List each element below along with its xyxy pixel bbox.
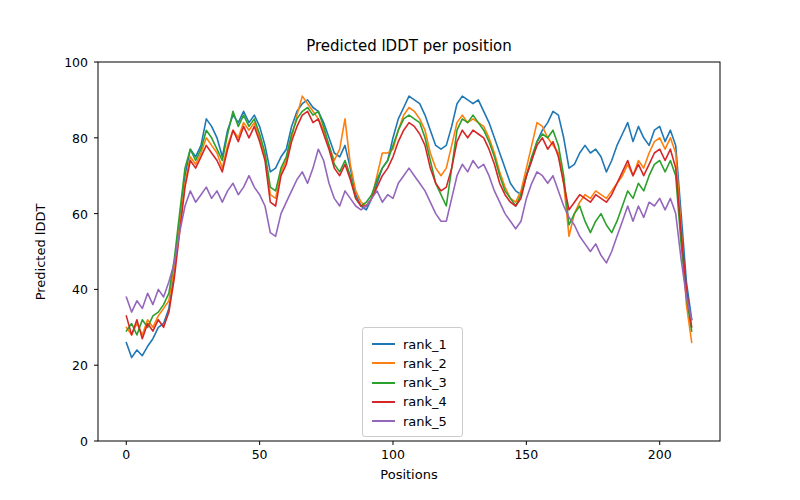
legend-item-rank-3: rank_3: [372, 374, 453, 392]
figure: Predicted lDDT per position Positions Pr…: [0, 0, 800, 500]
x-tick-label: 150: [514, 447, 538, 462]
legend-line-sample: [372, 362, 395, 364]
legend-item-rank-1: rank_1: [372, 335, 453, 353]
chart-title: Predicted lDDT per position: [98, 37, 720, 55]
legend-line-sample: [372, 401, 395, 403]
x-tick-label: 100: [381, 447, 405, 462]
legend-label: rank_5: [403, 415, 447, 428]
x-tick-label: 0: [122, 447, 130, 462]
y-tick-label: 80: [54, 130, 88, 145]
legend-label: rank_1: [403, 338, 447, 351]
y-tick-label: 100: [54, 55, 88, 70]
legend-label: rank_3: [403, 376, 447, 389]
x-tick-label: 50: [252, 447, 268, 462]
legend-item-rank-4: rank_4: [372, 393, 453, 411]
series-line-rank_2: [126, 96, 691, 342]
legend-line-sample: [372, 382, 395, 384]
legend-line-sample: [372, 420, 395, 422]
legend: rank_1 rank_2 rank_3 rank_4 rank_5: [362, 327, 463, 437]
legend-label: rank_2: [403, 357, 447, 370]
legend-item-rank-5: rank_5: [372, 412, 453, 430]
legend-label: rank_4: [403, 395, 447, 408]
y-tick-label: 40: [54, 282, 88, 297]
y-tick-label: 0: [54, 434, 88, 449]
x-axis-label: Positions: [98, 467, 720, 482]
y-axis-label: Predicted lDDT: [33, 204, 48, 301]
legend-line-sample: [372, 343, 395, 345]
series-line-rank_5: [126, 149, 691, 320]
series-line-rank_3: [126, 108, 691, 335]
x-tick-label: 200: [648, 447, 672, 462]
y-tick-label: 20: [54, 358, 88, 373]
y-tick-label: 60: [54, 206, 88, 221]
legend-item-rank-2: rank_2: [372, 354, 453, 372]
